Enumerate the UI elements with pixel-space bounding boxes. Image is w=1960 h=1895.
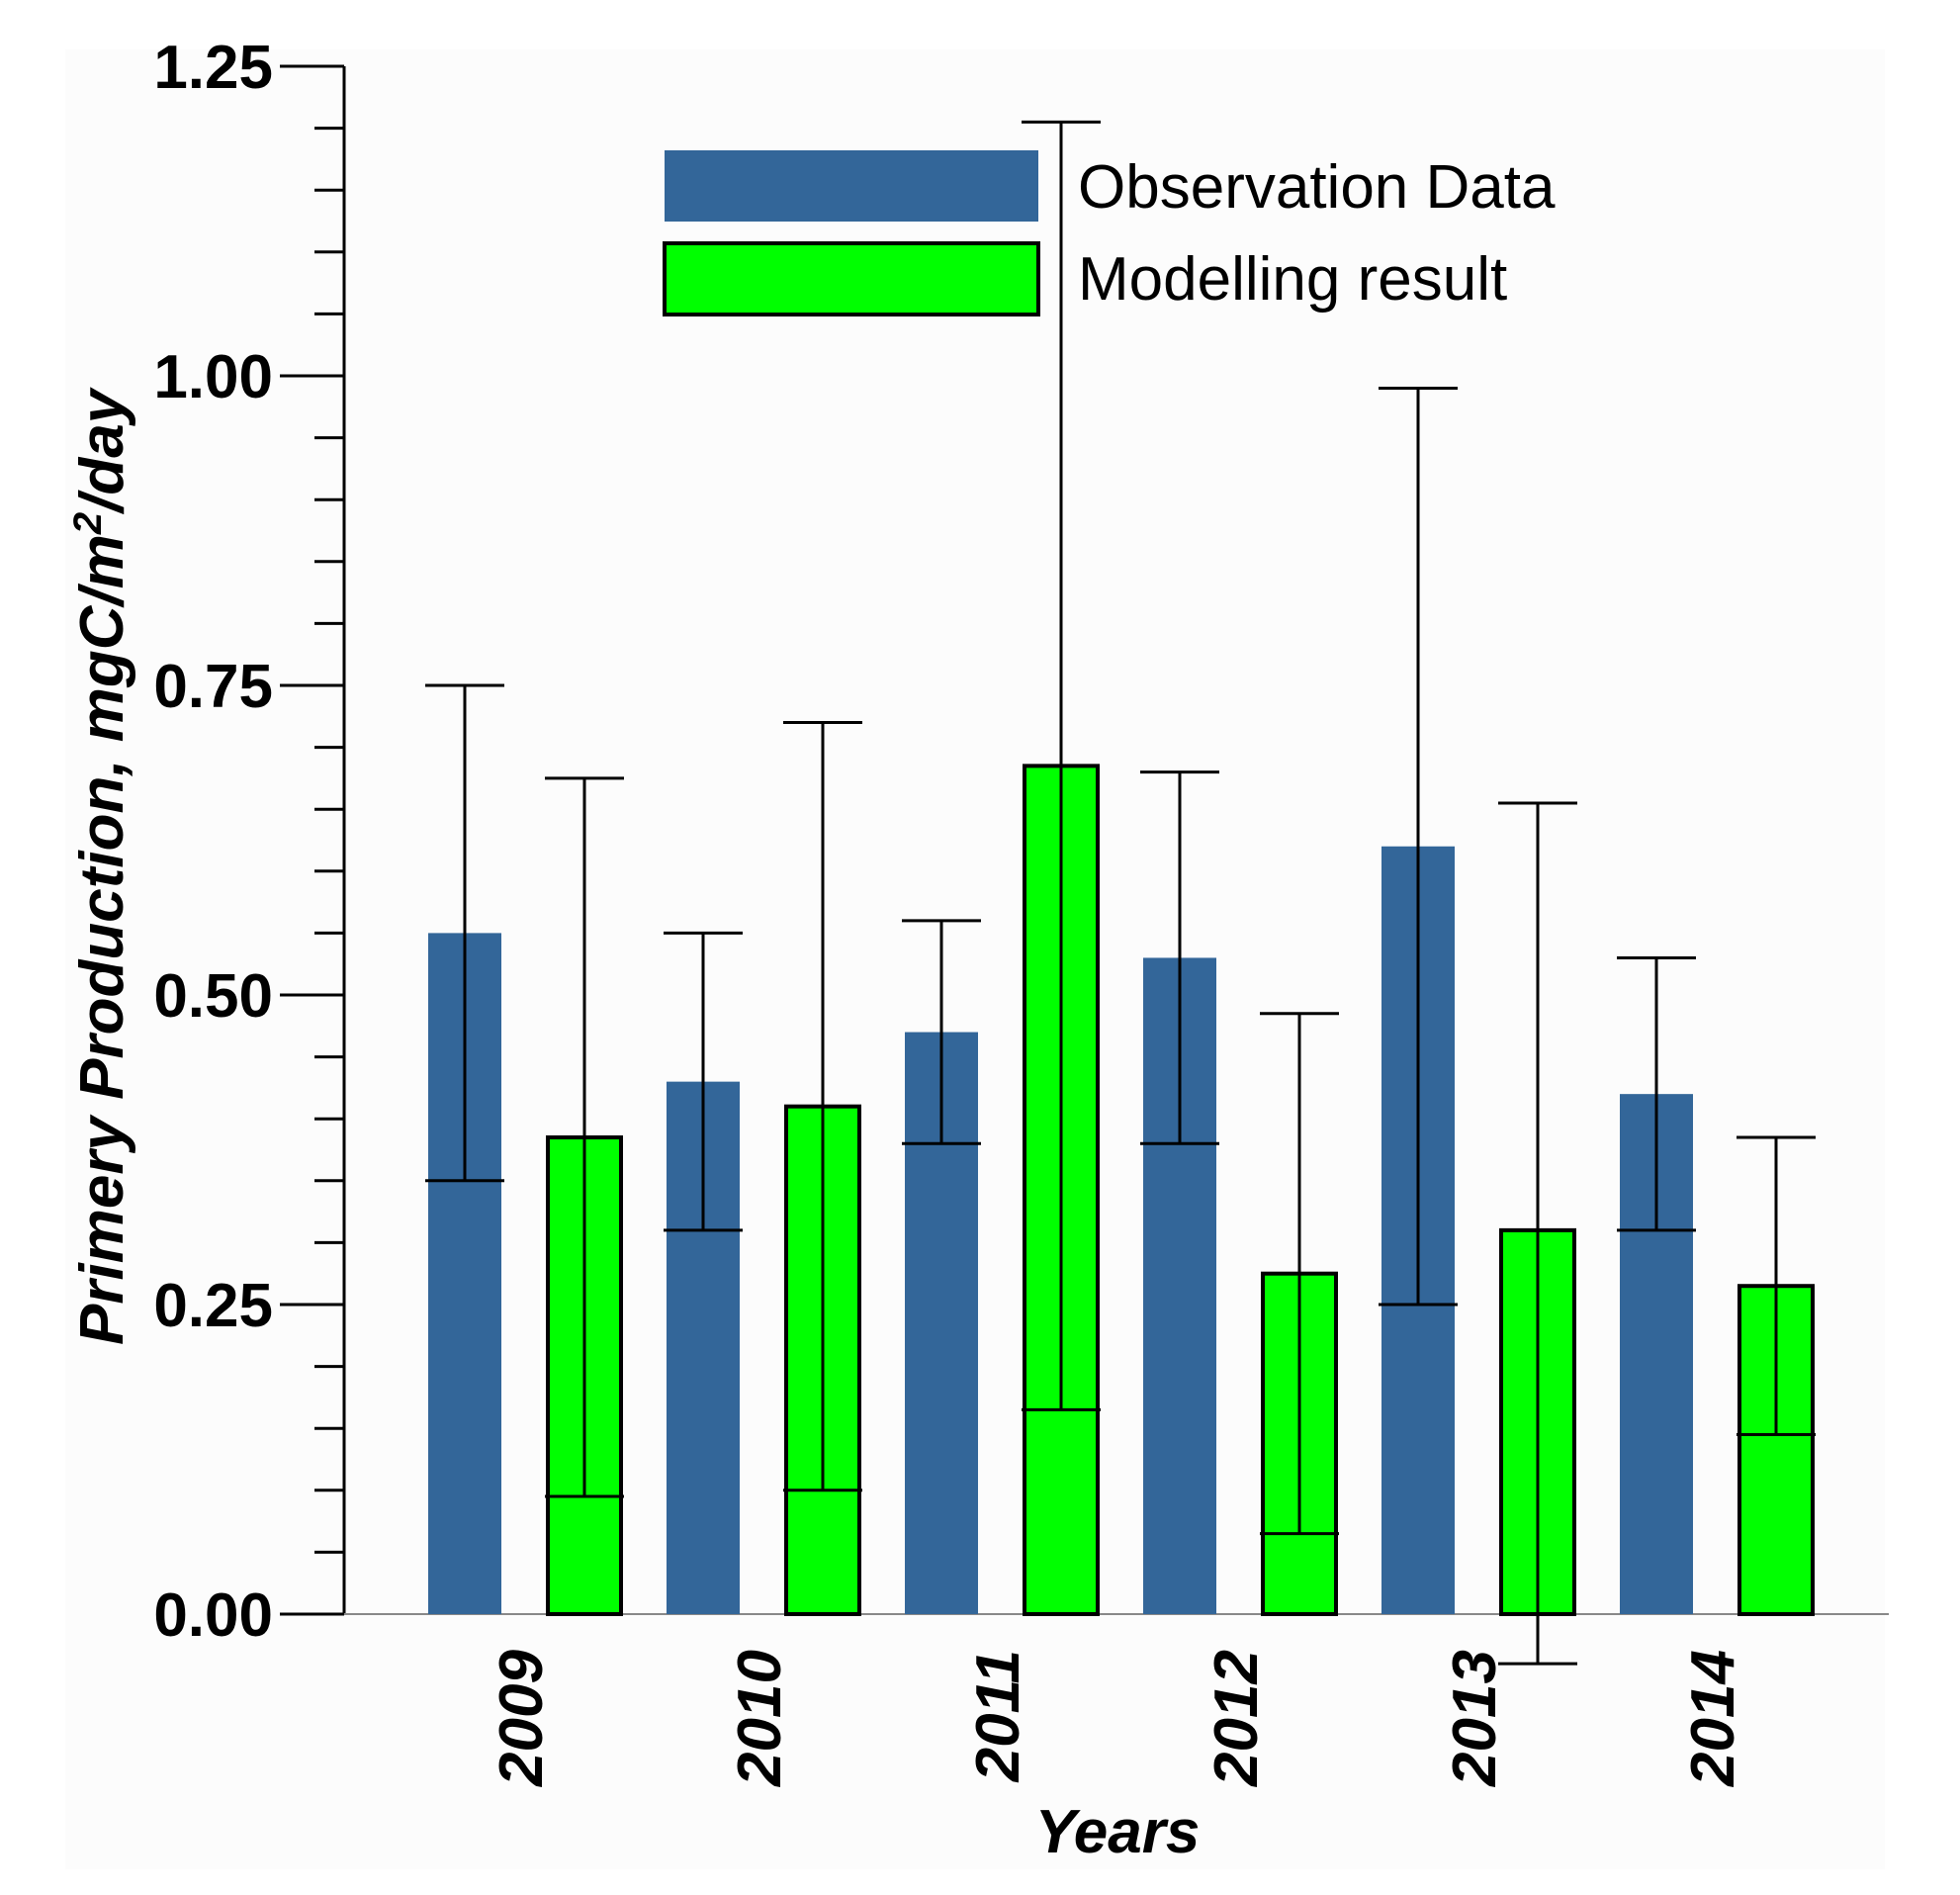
y-tick-label: 0.00 bbox=[153, 1581, 273, 1650]
x-tick-label-2010: 2010 bbox=[726, 1650, 794, 1787]
x-tick-label-2014: 2014 bbox=[1679, 1650, 1747, 1787]
legend-swatch-observation bbox=[665, 150, 1038, 222]
y-axis-title-main: Primery Production, mgC/m bbox=[68, 534, 136, 1345]
legend-label-modelling: Modelling result bbox=[1078, 245, 1507, 314]
y-tick-label: 0.50 bbox=[153, 962, 273, 1031]
legend: Observation Data Modelling result bbox=[663, 150, 1556, 316]
legend-swatch-modelling bbox=[663, 241, 1040, 316]
error-bar-layer bbox=[425, 120, 1816, 1666]
legend-label-observation: Observation Data bbox=[1078, 153, 1556, 222]
x-tick-label-2012: 2012 bbox=[1203, 1650, 1271, 1787]
tick-label-layer: 0.00 0.25 0.50 0.75 1.00 1.25 2009 2010 2011 2012… bbox=[153, 34, 1747, 1787]
x-tick-label-2013: 2013 bbox=[1441, 1650, 1509, 1787]
y-axis-title: Primery Production, mgC/m2/day bbox=[66, 386, 136, 1345]
y-tick-label: 1.00 bbox=[153, 343, 273, 411]
y-tick-label: 0.75 bbox=[153, 653, 273, 721]
x-tick-label-2011: 2011 bbox=[964, 1650, 1032, 1782]
x-tick-label-2009: 2009 bbox=[488, 1649, 556, 1786]
y-axis-title-sup: 2 bbox=[66, 512, 110, 535]
x-axis-title: Years bbox=[1035, 1798, 1201, 1866]
y-tick-label: 0.25 bbox=[153, 1272, 273, 1340]
y-tick-label: 1.25 bbox=[153, 34, 273, 102]
y-axis-title-tail: /day bbox=[68, 386, 136, 515]
